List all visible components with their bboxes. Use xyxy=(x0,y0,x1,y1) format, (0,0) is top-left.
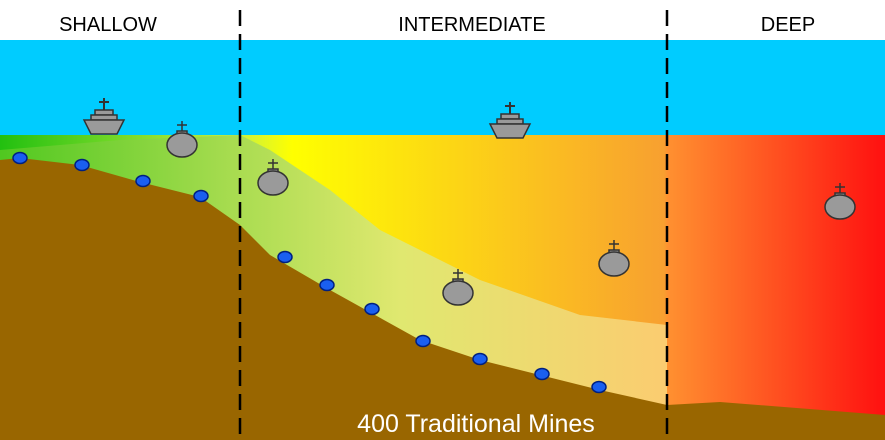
mine-dot xyxy=(320,280,334,291)
mine-dot xyxy=(136,176,150,187)
zone-label: INTERMEDIATE xyxy=(398,14,545,36)
mine-dot xyxy=(75,160,89,171)
mine-dot xyxy=(535,369,549,380)
mine-dot xyxy=(194,191,208,202)
mine-dot xyxy=(13,153,27,164)
mine-dot xyxy=(416,336,430,347)
ocean-diagram: SHALLOW INTERMEDIATE DEEP 400 Traditiona… xyxy=(0,0,885,440)
mine-dot xyxy=(592,382,606,393)
sky xyxy=(0,40,885,135)
mine-dot xyxy=(473,354,487,365)
zone-label: DEEP xyxy=(761,14,815,36)
zone-label: SHALLOW xyxy=(59,14,157,36)
caption: 400 Traditional Mines xyxy=(357,410,595,438)
mine-dot xyxy=(278,252,292,263)
mine-dot xyxy=(365,304,379,315)
